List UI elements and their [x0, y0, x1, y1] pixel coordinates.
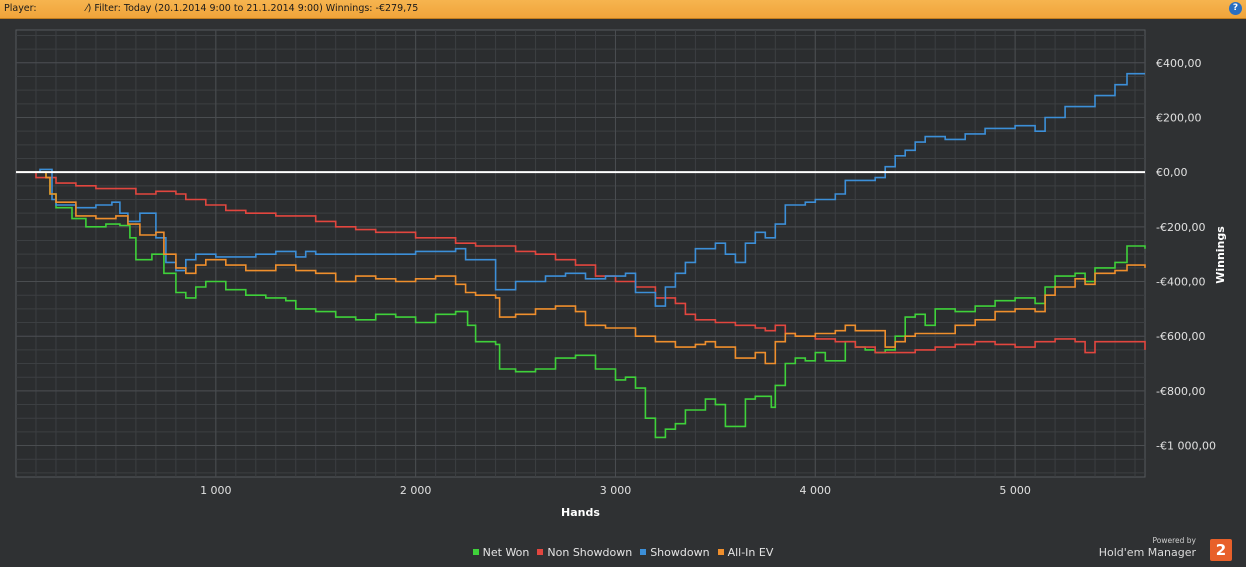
legend: Net Won Non Showdown Showdown All-In EV	[0, 546, 1246, 559]
series-line-net-won	[16, 171, 1146, 439]
y-tick-label: -€600,00	[1156, 330, 1205, 343]
y-tick-label: €200,00	[1156, 111, 1202, 124]
y-tick-label: €400,00	[1156, 57, 1202, 70]
grid-lines	[16, 30, 1145, 477]
filter-summary: ⁄) Filter: Today (20.1.2014 9:00 to 21.1…	[86, 3, 419, 14]
series-line-showdown	[16, 72, 1145, 307]
legend-swatch	[537, 549, 544, 555]
y-axis-label: Winnings	[1214, 226, 1227, 284]
legend-label: All-In EV	[727, 546, 774, 559]
legend-label: Showdown	[650, 546, 710, 559]
y-tick-label: -€800,00	[1156, 385, 1205, 398]
legend-swatch	[472, 549, 479, 555]
question-icon[interactable]: ?	[1229, 2, 1242, 15]
axis-ticks: 1 000 2 000 3 000 4 000 5 000 €400,00 €200,00 €…	[200, 57, 1216, 497]
legend-item-net-won[interactable]: Net Won	[472, 546, 530, 559]
series-line-all-in-ev	[16, 171, 1146, 365]
player-label: Player:	[4, 3, 37, 14]
series-lines	[16, 72, 1146, 439]
y-tick-label: -€400,00	[1156, 276, 1205, 289]
branding: Powered by Hold'em Manager 2	[1099, 536, 1232, 566]
powered-by-text: Powered by	[1152, 536, 1196, 545]
y-tick-label: -€1 000,00	[1156, 440, 1216, 453]
legend-swatch	[717, 549, 724, 555]
legend-item-all-in-ev[interactable]: All-In EV	[717, 546, 774, 559]
x-tick-label: 4 000	[800, 484, 832, 497]
product-name: Hold'em Manager	[1098, 546, 1196, 559]
x-tick-label: 2 000	[400, 484, 432, 497]
hem2-logo-icon: 2	[1210, 539, 1232, 561]
legend-swatch	[640, 549, 647, 555]
y-tick-label: -€200,00	[1156, 221, 1205, 234]
y-tick-label: €0,00	[1156, 166, 1188, 179]
legend-item-non-showdown[interactable]: Non Showdown	[537, 546, 632, 559]
x-axis-label: Hands	[561, 506, 600, 519]
legend-item-showdown[interactable]: Showdown	[640, 546, 710, 559]
legend-label: Net Won	[482, 546, 530, 559]
header-bar: Player: ⁄) Filter: Today (20.1.2014 9:00…	[0, 0, 1246, 19]
legend-label: Non Showdown	[547, 546, 633, 559]
x-tick-label: 3 000	[600, 484, 632, 497]
x-tick-label: 5 000	[999, 484, 1031, 497]
x-tick-label: 1 000	[200, 484, 232, 497]
